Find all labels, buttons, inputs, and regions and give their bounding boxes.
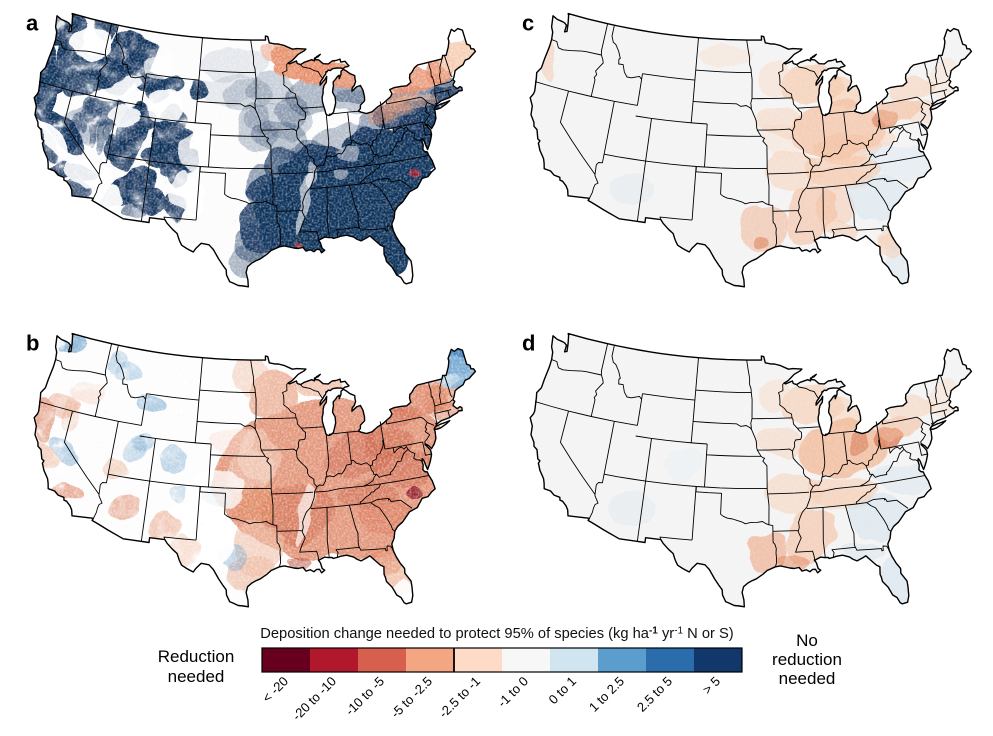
svg-text:c: c xyxy=(522,11,534,36)
svg-text:needed: needed xyxy=(779,669,836,688)
svg-text:No: No xyxy=(796,631,818,650)
svg-text:-5 to -2.5: -5 to -2.5 xyxy=(388,674,435,721)
svg-text:> 5: > 5 xyxy=(699,674,723,698)
svg-text:< -20: < -20 xyxy=(259,674,291,706)
svg-text:-2.5 to -1: -2.5 to -1 xyxy=(436,674,483,721)
svg-text:b: b xyxy=(26,331,39,356)
svg-text:Reduction: Reduction xyxy=(158,647,235,666)
svg-text:-20 to -10: -20 to -10 xyxy=(289,674,339,724)
svg-text:-10 to -5: -10 to -5 xyxy=(342,674,387,719)
svg-text:reduction: reduction xyxy=(772,650,842,669)
svg-text:Deposition change needed to pr: Deposition change needed to protect 95% … xyxy=(260,626,733,643)
svg-text:needed: needed xyxy=(168,667,225,686)
svg-text:0 to 1: 0 to 1 xyxy=(546,674,580,708)
svg-text:d: d xyxy=(522,331,535,356)
svg-text:-1 to 0: -1 to 0 xyxy=(494,674,531,711)
svg-text:1 to 2.5: 1 to 2.5 xyxy=(586,674,627,715)
svg-text:2.5 to 5: 2.5 to 5 xyxy=(634,674,675,715)
svg-text:a: a xyxy=(26,11,39,36)
